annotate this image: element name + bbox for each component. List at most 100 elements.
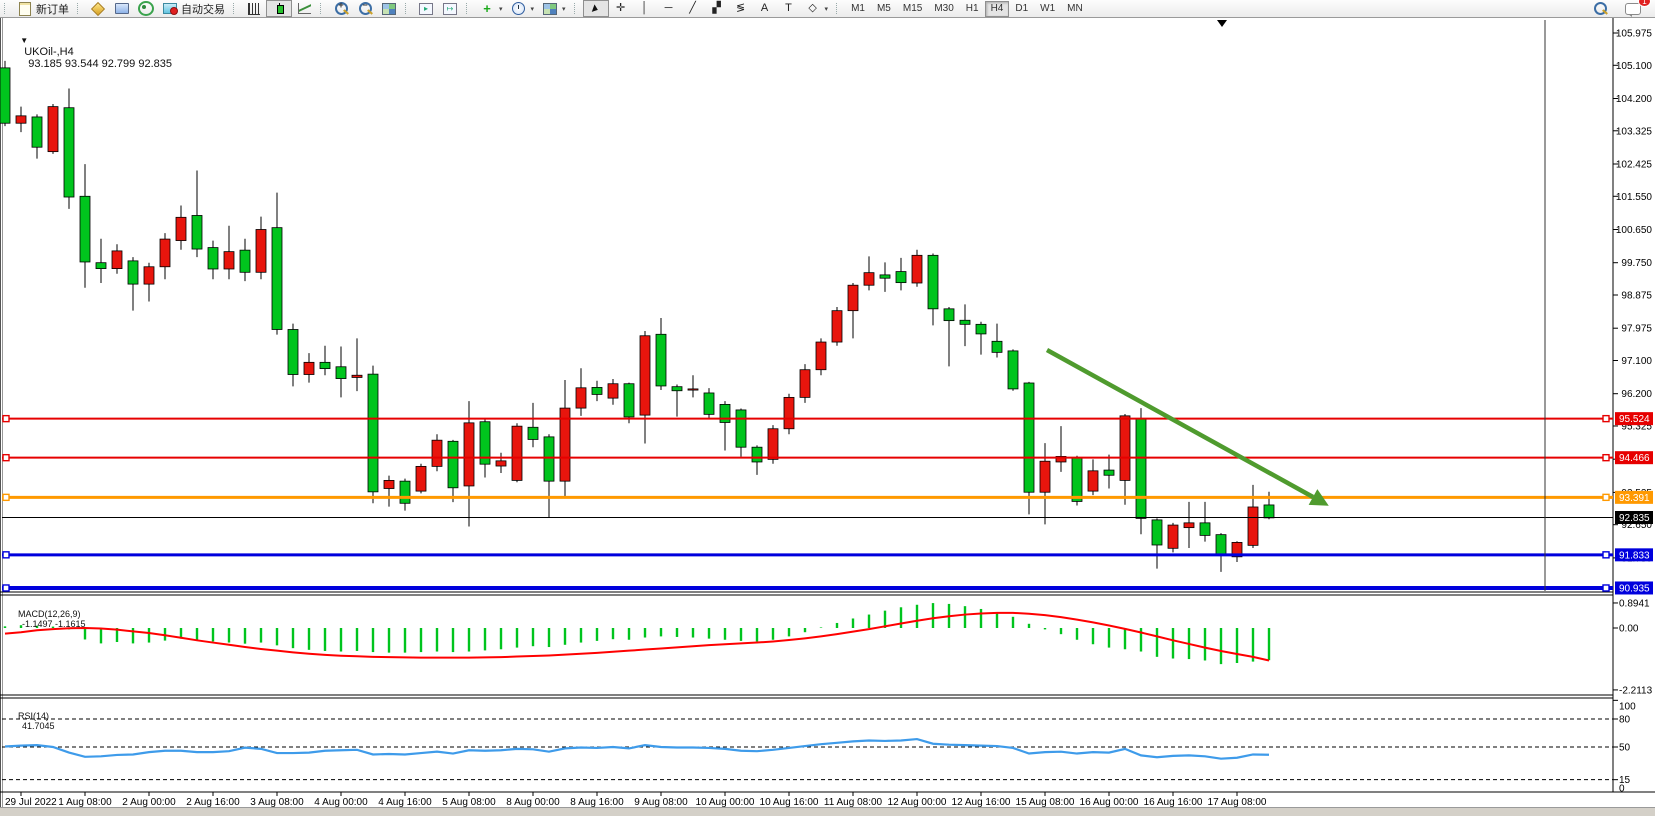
dropdown-arrow-icon[interactable]: ▾	[530, 5, 535, 13]
chart-shift-marker[interactable]	[1217, 20, 1227, 27]
svg-text:2 Aug 16:00: 2 Aug 16:00	[186, 797, 240, 808]
hline-anchor[interactable]	[1602, 453, 1610, 462]
hline-anchor[interactable]	[1602, 551, 1610, 559]
timeframe-W1[interactable]: W1	[1040, 3, 1056, 14]
svg-text:103.325: 103.325	[1616, 126, 1653, 137]
svg-text:0.00: 0.00	[1619, 624, 1639, 635]
horizontal-line-tool[interactable]: ─	[664, 2, 673, 14]
price-line-label	[1615, 451, 1653, 465]
line-chart-icon[interactable]	[292, 1, 316, 16]
rsi-label: RSI(14) 41.7045	[8, 701, 55, 741]
price-line-label	[1615, 548, 1653, 562]
svg-text:97.100: 97.100	[1621, 356, 1652, 367]
chart-autoscroll-icon[interactable]: ▸	[414, 1, 438, 16]
svg-text:102.425: 102.425	[1616, 159, 1653, 170]
svg-text:1 Aug 08:00: 1 Aug 08:00	[58, 797, 112, 808]
signals-icon[interactable]	[134, 1, 158, 16]
macd-name: MACD(12,26,9)	[18, 609, 81, 619]
support-resistance-lines[interactable]: 95.524 94.466 93.391 92.835 91.833 90.935	[2, 412, 1653, 595]
svg-text:93.391: 93.391	[1619, 493, 1650, 504]
timeframe-H1[interactable]: H1	[965, 3, 979, 14]
bar-chart-icon[interactable]	[242, 1, 266, 16]
timeframe-MN[interactable]: MN	[1067, 3, 1083, 14]
trend-arrow-head[interactable]	[1308, 489, 1329, 506]
dropdown-arrow-icon[interactable]: ▾	[499, 5, 503, 13]
svg-text:80: 80	[1619, 715, 1631, 726]
zoom-out-icon[interactable]: −	[353, 1, 377, 16]
price-line-label	[1615, 412, 1653, 426]
chat-button[interactable]: 1	[1621, 0, 1651, 17]
toolbar-grip	[573, 3, 580, 14]
svg-text:4 Aug 16:00: 4 Aug 16:00	[378, 797, 432, 808]
svg-text:50: 50	[1619, 743, 1631, 754]
timeframe-D1[interactable]: D1	[1015, 3, 1029, 14]
hline-anchor[interactable]	[2, 453, 10, 462]
timeframe-M30[interactable]: M30	[934, 3, 954, 14]
crosshair-tool[interactable]: ✛	[615, 2, 626, 14]
hline-anchor[interactable]	[2, 551, 10, 559]
vertical-line-tool[interactable]: │	[641, 2, 648, 14]
rsi-name: RSI(14)	[18, 711, 50, 721]
hline-anchor[interactable]	[1602, 493, 1610, 502]
new-order-button[interactable]: 新订单	[13, 1, 73, 16]
dropdown-arrow-icon[interactable]: ▾	[562, 5, 566, 13]
templates-icon[interactable]: ▾	[538, 1, 570, 16]
svg-text:29 Jul 2022: 29 Jul 2022	[5, 797, 57, 808]
text-tool[interactable]: A	[760, 2, 769, 14]
dropdown-arrow-icon[interactable]: ▾	[824, 5, 829, 13]
timeframe-M15[interactable]: M15	[902, 3, 923, 14]
svg-text:97.975: 97.975	[1621, 324, 1652, 335]
chart-title[interactable]: ▼ UKOil-,H4 93.185 93.544 92.799 92.835	[8, 22, 172, 82]
chat-badge: 1	[1638, 0, 1651, 7]
svg-text:16 Aug 00:00: 16 Aug 00:00	[1080, 797, 1139, 808]
svg-text:92.835: 92.835	[1619, 513, 1650, 524]
rsi-layer: 100 80 50 150	[2, 699, 1636, 795]
label-tool[interactable]: T	[785, 2, 792, 14]
trend-arrow-line[interactable]	[1045, 348, 1315, 499]
symbol-dropdown-icon[interactable]: ▼	[20, 36, 29, 45]
timeframe-H4[interactable]: H4	[984, 0, 1010, 17]
search-icon	[1594, 2, 1607, 15]
cursor-tool[interactable]	[582, 0, 609, 17]
hline-anchor[interactable]	[1602, 414, 1610, 423]
shapes-tool[interactable]: ◇ ▾	[808, 2, 829, 14]
svg-text:16 Aug 16:00: 16 Aug 16:00	[1144, 797, 1203, 808]
toolbar-grip	[320, 3, 326, 14]
svg-text:10 Aug 16:00: 10 Aug 16:00	[760, 797, 819, 808]
symbol-period-label: UKOil-,H4	[24, 46, 74, 58]
macd-values: -1.1497 -1.1615	[22, 619, 86, 629]
svg-text:8 Aug 16:00: 8 Aug 16:00	[570, 797, 624, 808]
channel-tool[interactable]: ▞	[712, 2, 721, 14]
svg-text:-2.2113: -2.2113	[1619, 685, 1653, 696]
metaeditor-icon[interactable]	[86, 1, 110, 16]
chart-shift-icon[interactable]: ↦	[438, 1, 462, 16]
add-indicator-icon[interactable]: + ▾	[483, 1, 503, 16]
svg-text:2 Aug 00:00: 2 Aug 00:00	[122, 797, 176, 808]
trendline-tool[interactable]: ╱	[689, 2, 696, 14]
candlestick-chart-icon[interactable]	[266, 0, 292, 17]
search-button[interactable]	[1590, 1, 1611, 16]
svg-text:4 Aug 00:00: 4 Aug 00:00	[314, 797, 368, 808]
hline-anchor[interactable]	[2, 414, 10, 423]
hline-anchor[interactable]	[1602, 584, 1610, 592]
toolbar: 新订单 自动交易 + − ▸ ↦ + ▾ ▾ ▾ ✛ │ ─ ╱ ▞ ≶ A T ◇ ▾ M1 M5 M15 M30 H1 H4 D…	[0, 0, 1655, 18]
hline-anchor[interactable]	[2, 584, 10, 592]
autotrading-button[interactable]: 自动交易	[158, 1, 229, 16]
svg-text:101.550: 101.550	[1616, 192, 1653, 203]
timeframe-M1[interactable]: M1	[851, 3, 865, 14]
svg-text:95.325: 95.325	[1621, 421, 1652, 432]
timeframe-M5[interactable]: M5	[876, 3, 891, 14]
terminal-icon[interactable]	[110, 1, 134, 16]
period-clock-icon[interactable]: ▾	[507, 1, 539, 16]
toolbar-right: 1	[1590, 0, 1655, 17]
rsi-value: 41.7045	[22, 721, 55, 731]
toolbar-grip	[466, 3, 472, 14]
svg-text:105.100: 105.100	[1616, 61, 1653, 72]
fibonacci-tool[interactable]: ≶	[735, 2, 746, 14]
svg-text:91.833: 91.833	[1619, 550, 1650, 561]
price-line-label	[1615, 490, 1653, 504]
hline-anchor[interactable]	[2, 493, 10, 502]
tile-windows-icon[interactable]	[377, 1, 401, 16]
zoom-in-icon[interactable]: +	[329, 1, 353, 16]
